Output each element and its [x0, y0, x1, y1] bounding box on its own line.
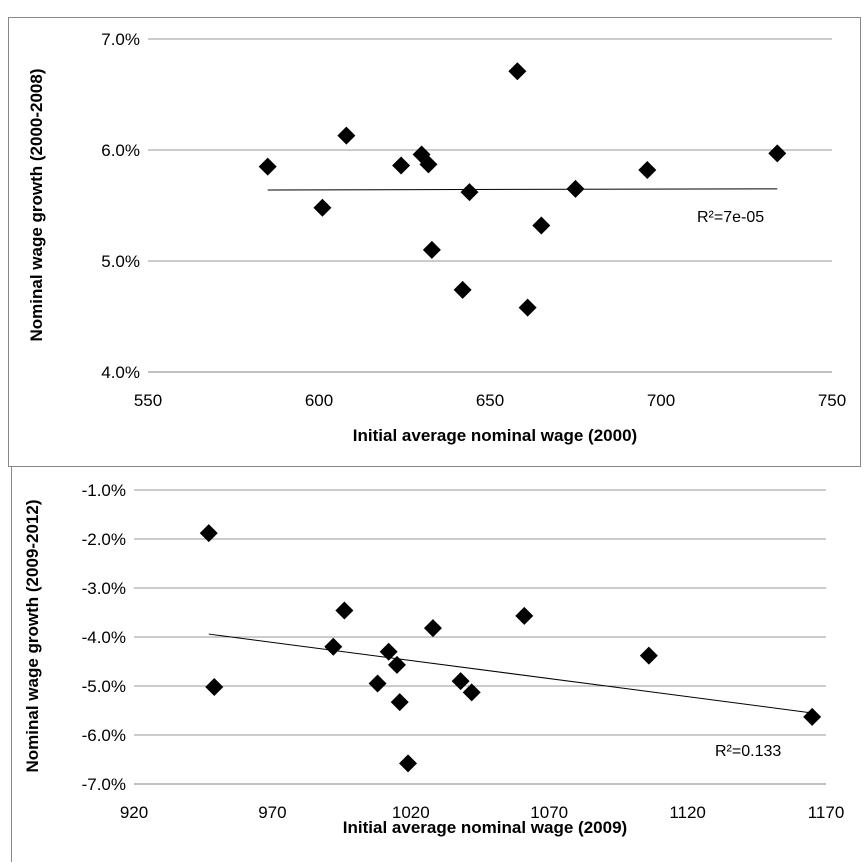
data-point	[508, 62, 527, 81]
data-points	[258, 62, 787, 317]
data-point	[423, 619, 442, 638]
data-point	[451, 672, 470, 691]
trendline-line	[208, 633, 813, 714]
data-point	[462, 683, 481, 702]
x-axis-title: Initial average nominal wage (2000)	[353, 426, 637, 445]
data-point	[638, 160, 657, 179]
x-tick-labels: 920 970 1020 1070 1120 1170	[120, 803, 844, 822]
data-point	[379, 642, 398, 661]
data-point	[387, 655, 406, 674]
x-tick-label: 700	[647, 391, 675, 410]
trendline-line	[267, 188, 778, 191]
data-point	[199, 524, 218, 543]
data-point	[532, 216, 551, 235]
data-point	[518, 298, 537, 317]
y-tick-labels: 4.0% 5.0% 6.0% 7.0%	[101, 30, 140, 382]
data-point	[368, 674, 387, 693]
y-tick-label: -3.0%	[82, 579, 126, 598]
y-gridlines	[148, 38, 832, 373]
x-tick-label: 920	[120, 803, 148, 822]
y-tick-label: -2.0%	[82, 530, 126, 549]
trendline	[208, 633, 813, 714]
x-tick-label: 750	[818, 391, 846, 410]
data-point	[324, 637, 343, 656]
data-point	[453, 280, 472, 299]
y-tick-label: 4.0%	[101, 363, 140, 382]
r-squared-annotation: R²=0.133	[715, 743, 781, 760]
y-axis-title: Nominal wage growth (2000-2008)	[27, 68, 46, 341]
r-squared-annotation: R²=7e-05	[697, 209, 764, 226]
data-point	[337, 126, 356, 145]
data-point	[515, 606, 534, 625]
data-point	[460, 183, 479, 202]
x-tick-label: 1070	[530, 803, 568, 822]
data-point	[392, 156, 411, 175]
data-point	[313, 198, 332, 217]
data-point	[566, 179, 585, 198]
y-gridlines	[134, 489, 826, 785]
wage-growth-2009-2012-chart: -1.0%-2.0%-3.0%-4.0%-5.0%-6.0%-7.0% 920 9…	[23, 481, 844, 837]
data-point	[639, 646, 658, 665]
x-axis-title: Initial average nominal wage (2009)	[343, 818, 627, 837]
y-tick-label: 6.0%	[101, 141, 140, 160]
x-tick-label: 550	[134, 391, 162, 410]
chart-panel-top-border	[8, 17, 861, 467]
data-point	[422, 240, 441, 259]
data-point	[803, 707, 822, 726]
y-tick-labels: -1.0% -2.0% -3.0% -4.0% -5.0% -6.0% -7.0%	[82, 481, 126, 794]
data-point	[419, 155, 438, 174]
data-points	[199, 524, 822, 773]
data-point	[258, 157, 277, 176]
y-tick-label: -6.0%	[82, 726, 126, 745]
x-tick-label: 1170	[808, 803, 845, 822]
y-tick-label: 7.0%	[101, 30, 140, 49]
x-tick-label: 650	[476, 391, 504, 410]
trendline	[267, 188, 778, 191]
y-axis-title: Nominal wage growth (2009-2012)	[23, 499, 42, 772]
y-tick-label: -7.0%	[82, 775, 126, 794]
data-point	[335, 601, 354, 620]
wage-growth-2000-2008-chart: 4.0% 5.0% 6.0% 7.0% 550 600 650 700 750 R²=7e-0…	[27, 30, 846, 445]
data-point	[399, 754, 418, 773]
x-tick-labels: 550 600 650 700 750	[134, 391, 846, 410]
x-tick-label: 1020	[392, 803, 430, 822]
x-tick-label: 600	[305, 391, 333, 410]
y-tick-label: 5.0%	[101, 252, 140, 271]
y-tick-label: -5.0%	[82, 677, 126, 696]
x-tick-label: 970	[258, 803, 286, 822]
data-point	[768, 144, 787, 163]
x-tick-label: 1120	[669, 803, 706, 822]
y-tick-label: -1.0%	[82, 481, 126, 500]
data-point	[205, 677, 224, 696]
y-tick-label: -4.0%	[82, 628, 126, 647]
data-point	[390, 693, 409, 712]
